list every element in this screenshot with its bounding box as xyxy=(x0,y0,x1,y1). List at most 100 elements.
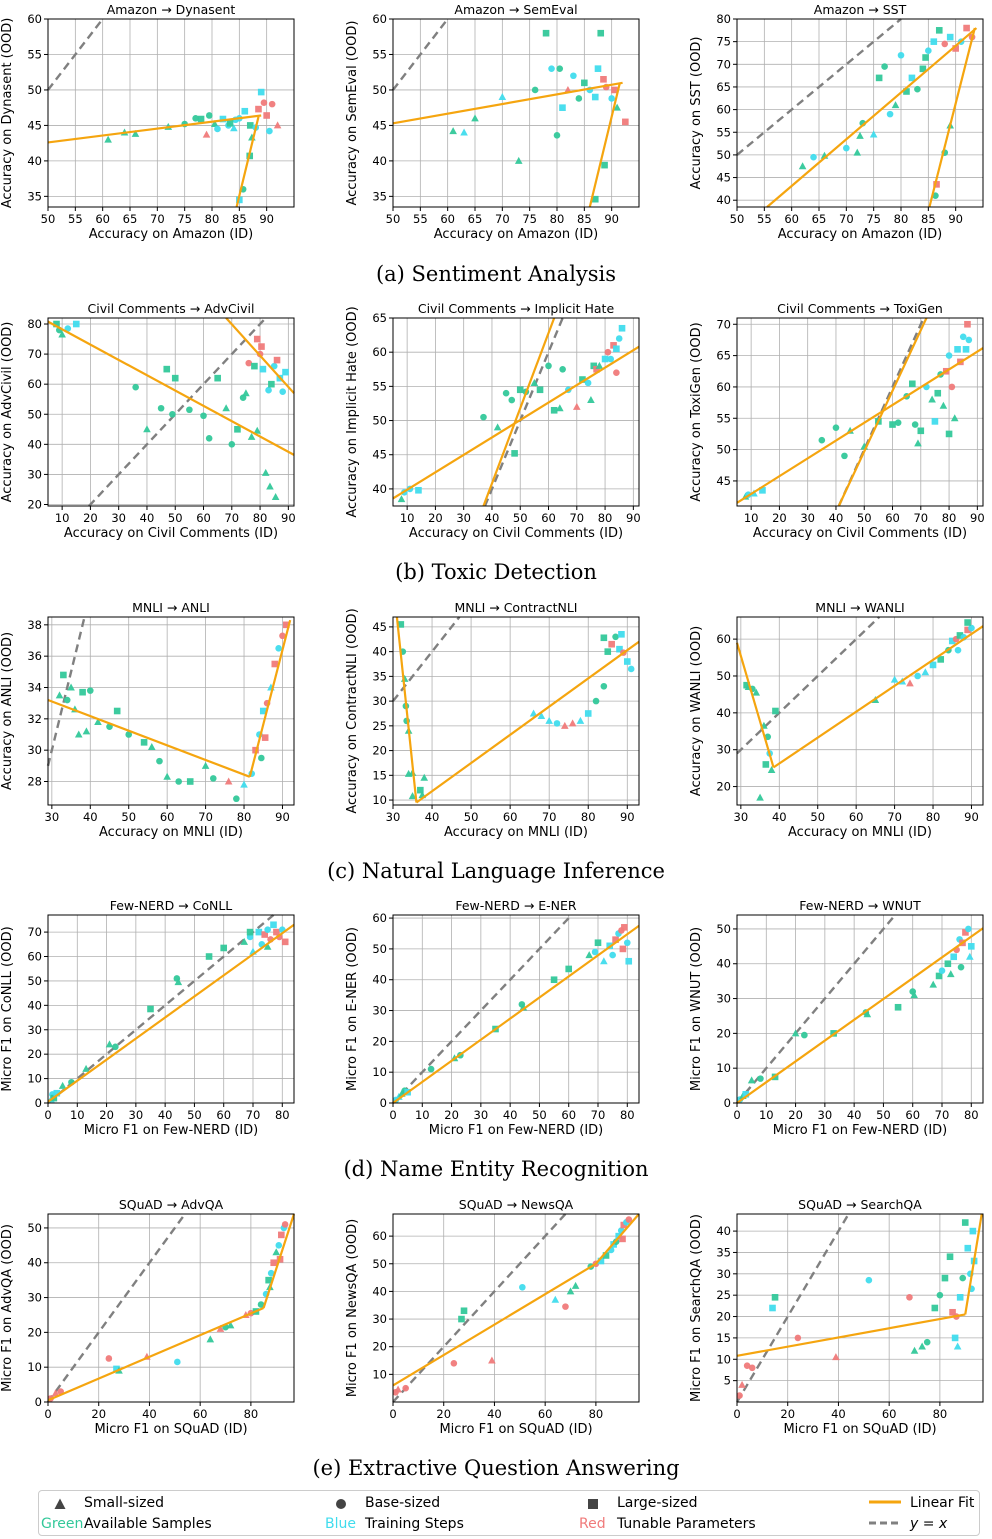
data-point xyxy=(268,380,275,388)
linear-fit-line xyxy=(736,927,984,1104)
y-axis-label: Micro F1 on AdvQA (OOD) xyxy=(0,1224,15,1392)
linear-fit-line xyxy=(47,923,295,1103)
x-tick-label: 40 xyxy=(503,1108,518,1122)
legend: Small-sized Green Available Samples Base… xyxy=(38,1490,980,1536)
x-tick-label: 50 xyxy=(876,1108,891,1122)
data-point xyxy=(550,406,558,414)
x-tick-label: 60 xyxy=(882,1407,897,1421)
y-tick-label: 45 xyxy=(716,474,731,488)
chart-amazon-dynasent: 50 55 60 65 70 75 80 85 90 35 40 45 50 55 60 Amazon → D… xyxy=(0,2,295,242)
data-point xyxy=(931,1304,939,1312)
data-point xyxy=(941,40,949,48)
chart-title: Civil Comments → Implicit Hate xyxy=(418,301,615,316)
data-point xyxy=(897,51,905,59)
linear-fit-line xyxy=(392,924,640,1104)
data-point xyxy=(224,777,233,785)
y-axis-label: Micro F1 on E-NER (OOD) xyxy=(345,927,360,1091)
plot-frame xyxy=(736,1213,984,1403)
y-tick-label: 40 xyxy=(372,973,387,987)
x-tick-label: 80 xyxy=(933,1407,948,1421)
data-point xyxy=(488,1356,496,1364)
x-tick-label: 50 xyxy=(41,212,56,226)
y-axis-label: Accuracy on WANLI (OOD) xyxy=(689,626,704,796)
data-point xyxy=(579,376,586,383)
x-tick-label: 80 xyxy=(620,1108,635,1122)
y-axis-label: Accuracy on SemEval (OOD) xyxy=(345,21,360,206)
data-point xyxy=(397,495,406,503)
linear-fit-line xyxy=(47,1306,264,1402)
data-point xyxy=(954,646,962,654)
data-point xyxy=(51,1389,60,1397)
linear-fit-line xyxy=(928,27,976,208)
x-axis-label: Accuracy on Civil Comments (ID) xyxy=(753,526,967,541)
data-point xyxy=(756,793,764,801)
y-tick-label: 45 xyxy=(372,118,387,132)
data-point xyxy=(86,687,94,694)
linear-fit-line xyxy=(262,1213,296,1309)
linear-fit-line xyxy=(235,116,260,208)
data-point xyxy=(934,389,942,397)
circle-marker-icon xyxy=(336,1499,346,1509)
linear-fit-line xyxy=(248,619,292,778)
data-point xyxy=(941,1274,949,1282)
data-point xyxy=(263,942,272,950)
data-point xyxy=(270,362,278,370)
data-point xyxy=(810,153,817,161)
y-tick-label: 30 xyxy=(27,467,42,481)
y-tick-label: 30 xyxy=(372,1312,387,1326)
data-point xyxy=(450,1359,458,1367)
data-point xyxy=(600,634,608,642)
data-point xyxy=(608,95,615,102)
linear-fit-line xyxy=(47,320,295,456)
legend-blue-word: Blue xyxy=(325,1516,356,1532)
x-tick-label: 30 xyxy=(129,1108,144,1122)
data-point xyxy=(394,1385,402,1393)
data-point xyxy=(565,965,573,973)
x-tick-label: 10 xyxy=(415,1108,430,1122)
x-tick-label: 50 xyxy=(857,511,872,525)
x-tick-label: 55 xyxy=(757,212,772,226)
x-tick-label: 30 xyxy=(386,810,401,824)
y-tick-label: 40 xyxy=(716,193,731,207)
y-axis-label: Accuracy on ContractNLI (OOD) xyxy=(345,608,360,813)
data-point xyxy=(909,380,916,388)
caption-name-entity-recognition: (d) Name Entity Recognition xyxy=(343,1157,649,1181)
linear-fit-line xyxy=(392,81,623,125)
y-tick-label: 70 xyxy=(27,347,42,361)
data-point xyxy=(604,348,612,356)
data-point xyxy=(928,395,936,403)
data-point xyxy=(222,404,230,412)
x-tick-label: 80 xyxy=(550,212,565,226)
x-tick-label: 40 xyxy=(485,511,500,525)
y-tick-label: 30 xyxy=(716,1267,731,1281)
linear-fit-line xyxy=(735,642,775,768)
data-point xyxy=(278,1231,285,1239)
data-point xyxy=(553,132,561,139)
data-point xyxy=(917,427,925,435)
y-axis-label: Accuracy on ToxiGen (OOD) xyxy=(689,322,704,501)
x-tick-label: 40 xyxy=(829,511,844,525)
data-point xyxy=(566,1287,575,1295)
legend-training-steps: Training Steps xyxy=(365,1516,464,1532)
data-point xyxy=(192,115,199,122)
data-point xyxy=(246,928,254,936)
data-point xyxy=(561,721,569,729)
y-tick-label: 20 xyxy=(716,780,731,794)
y-axis-label: Micro F1 on NewsQA (OOD) xyxy=(345,1219,360,1397)
x-axis-label: Accuracy on Civil Comments (ID) xyxy=(409,526,623,541)
data-point xyxy=(946,1253,954,1261)
x-tick-label: 60 xyxy=(196,511,211,525)
data-point xyxy=(581,79,588,87)
data-point xyxy=(82,727,91,735)
y-tick-label: 45 xyxy=(716,171,731,185)
data-point xyxy=(595,361,604,369)
x-tick-label: 50 xyxy=(187,1108,202,1122)
x-tick-label: 60 xyxy=(538,1407,553,1421)
x-tick-label: 20 xyxy=(91,1407,106,1421)
data-point xyxy=(67,683,75,691)
y-tick-label: 65 xyxy=(716,349,731,363)
x-tick-label: 20 xyxy=(436,1407,451,1421)
chart-title: MNLI → WANLI xyxy=(815,600,904,615)
data-point xyxy=(163,365,171,373)
